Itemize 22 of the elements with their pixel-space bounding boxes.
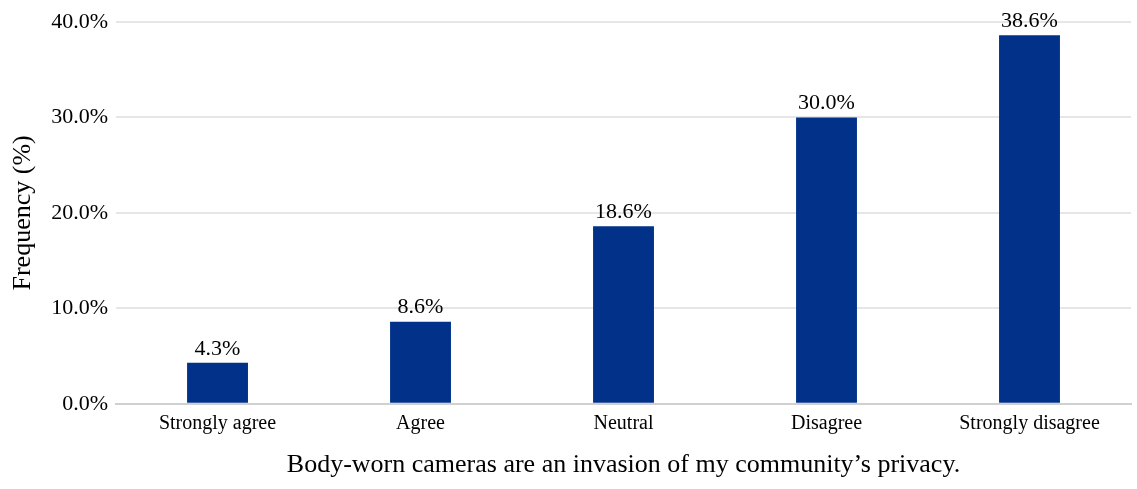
x-tick-label: Disagree <box>790 411 863 435</box>
data-label: 30.0% <box>798 89 855 115</box>
bar <box>593 226 654 403</box>
y-tick-label: 30.0% <box>51 103 109 129</box>
x-tick-label: Strongly disagree <box>959 411 1100 435</box>
y-tick-label: 10.0% <box>51 294 109 320</box>
bar <box>999 35 1060 403</box>
x-tick-label: Strongly agree <box>158 411 277 435</box>
data-label: 38.6% <box>1001 7 1058 33</box>
x-tick-label: Neutral <box>593 411 654 434</box>
data-label: 4.3% <box>194 334 241 360</box>
bar <box>796 117 857 403</box>
x-tick-label: Agree <box>396 411 446 435</box>
y-tick-label: 40.0% <box>51 7 109 33</box>
y-tick-label: 20.0% <box>51 198 109 224</box>
y-tick-label: 0.0% <box>62 389 109 415</box>
data-label: 18.6% <box>595 198 652 224</box>
bar <box>390 321 451 403</box>
y-axis-title: Frequency (%) <box>7 135 37 291</box>
bar <box>187 362 248 403</box>
data-label: 8.6% <box>397 293 444 319</box>
x-axis-title: Body-worn cameras are an invasion of my community’s privacy. <box>286 449 961 479</box>
